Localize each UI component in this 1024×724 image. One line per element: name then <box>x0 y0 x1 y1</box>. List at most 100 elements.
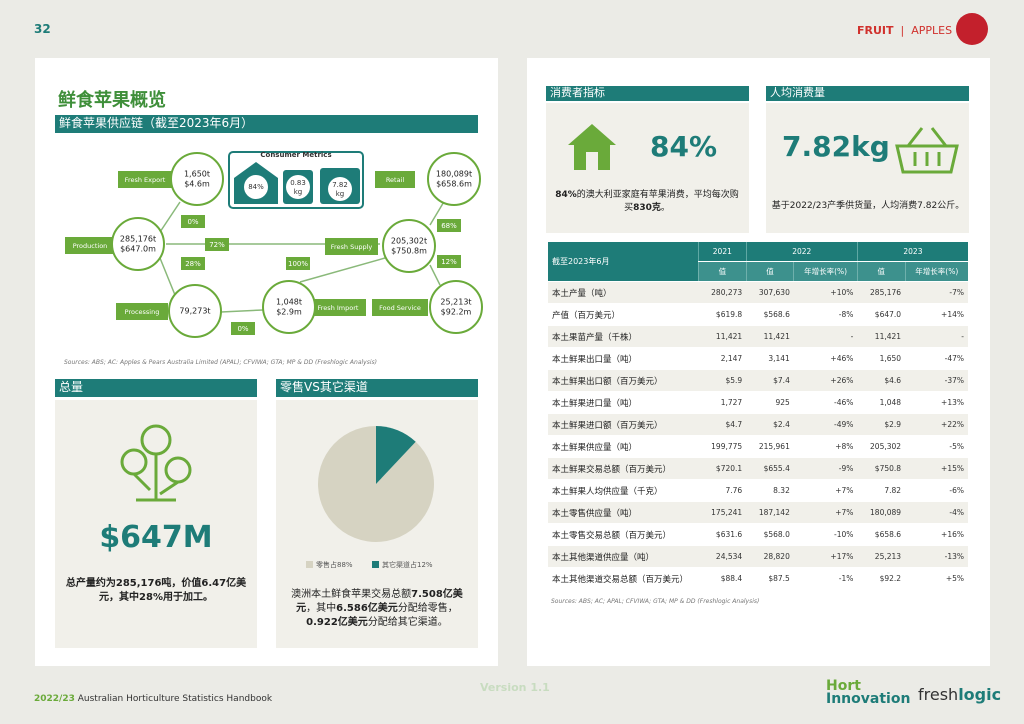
node-circle <box>427 152 481 206</box>
cell: -47% <box>905 347 968 370</box>
cell: $5.9 <box>698 369 747 392</box>
node-label: Processing <box>125 308 160 316</box>
table-row: 本土果苗产量（千株） 11,421 11,421-11,421- <box>548 325 968 348</box>
cell: $2.4 <box>746 413 794 436</box>
flow-label-box <box>437 219 461 232</box>
table-row: 本土鲜果进口额（百万美元） $4.7 $2.4 -49% $2.9 +22% <box>548 413 968 436</box>
node-label: Fresh Supply <box>331 243 373 251</box>
channels-text: 澳洲本土鲜食苹果交易总额7.508亿美元，其中6.586亿美元分配给零售， 0.9… <box>282 588 472 630</box>
cell: 11,421 <box>746 325 794 348</box>
cell: 7.82 <box>857 479 906 502</box>
logo-text: logic <box>958 685 1002 704</box>
node-circle <box>382 219 436 273</box>
metric-circle <box>328 177 352 201</box>
pie-slice <box>318 426 435 542</box>
node-label-box <box>118 171 172 188</box>
cell: - <box>793 325 858 348</box>
cell: $2.9 <box>857 413 906 436</box>
flow-line <box>159 257 176 296</box>
text: 用于加工。 <box>162 592 213 603</box>
cell: $631.6 <box>698 523 747 546</box>
metric: kg <box>294 188 303 196</box>
flow-label-box <box>437 255 461 268</box>
title: 鲜食苹果概览 <box>58 90 166 111</box>
table-row: 本土其他渠道供应量（吨） 24,534 28,820 +17% 25,213 -13% <box>548 545 968 568</box>
text: 0.922亿美元 <box>306 617 368 628</box>
node-label-box <box>65 237 115 254</box>
section-name: FRUIT <box>857 24 894 37</box>
node-value: 1,048t <box>276 298 302 307</box>
page-number: 32 <box>34 22 51 36</box>
table-row: 本土鲜果出口额（百万美元） $5.9 $7.4 +26% $4.6 -37% <box>548 369 968 392</box>
cell: $658.6 <box>857 523 906 546</box>
text: ，其中 <box>306 603 337 614</box>
cell: +10% <box>793 281 858 304</box>
node-value: $647.0m <box>120 245 156 254</box>
freshlogic-logo: freshlogic <box>918 685 1001 704</box>
flow-label: 0% <box>237 325 248 333</box>
cell: -1% <box>793 567 858 590</box>
year: 2023 <box>856 242 968 262</box>
text: 总产量约为285,176吨，价值6.47亿美元 <box>65 578 247 603</box>
cell: +22% <box>905 413 968 436</box>
apple-icon <box>956 13 988 45</box>
cell: -9% <box>793 457 858 480</box>
text: 6.586亿美元 <box>336 603 398 614</box>
cell: $619.8 <box>698 303 747 326</box>
node-value: $658.6m <box>436 180 472 189</box>
node-label-box <box>372 299 428 316</box>
metric: 84% <box>248 183 264 191</box>
flow-line <box>220 309 264 313</box>
cell: 3,141 <box>746 347 794 370</box>
subsection: APPLES <box>911 24 953 37</box>
pie-slice <box>376 426 416 484</box>
metric: 0.83 <box>290 179 306 187</box>
per-capita-value: 7.82kg <box>782 130 890 163</box>
cell: -13% <box>905 545 968 568</box>
text: 澳洲本土鲜食苹果交易总额 <box>291 589 412 600</box>
section: FRUIT | APPLES <box>857 24 953 37</box>
row-label: 本土鲜果进口额（百万美元） <box>548 413 699 436</box>
node-value: 1,650t <box>184 170 210 179</box>
node-value: 285,176t <box>120 235 156 244</box>
cell: 180,089 <box>857 501 906 524</box>
per-capita-box <box>766 103 969 233</box>
flow-label: 100% <box>288 260 308 268</box>
cell: 25,213 <box>857 545 906 568</box>
row-label: 本土鲜果出口量（吨） <box>548 347 699 370</box>
cell: -4% <box>905 501 968 524</box>
section-bar: 人均消费量 <box>766 86 969 101</box>
text: 。 <box>660 203 670 213</box>
cell: +17% <box>793 545 858 568</box>
legend-label: 其它渠道占12% <box>382 560 433 569</box>
cell: +13% <box>905 391 968 414</box>
metrics-title: Consumer Metrics <box>260 151 331 159</box>
subheader: 年增长率(%) <box>904 261 968 282</box>
node-label-box <box>116 303 168 320</box>
cell: 307,630 <box>746 281 794 304</box>
table-row: 本土产量（吨） 280,273 307,630 +10% 285,176 -7% <box>548 281 968 304</box>
node-label-box <box>375 171 415 188</box>
row-label: 本土零售交易总额（百万美元） <box>548 523 699 546</box>
flow-label-box <box>181 257 205 270</box>
node-value: 25,213t <box>440 298 471 307</box>
metrics-box <box>228 151 364 209</box>
node-circle <box>429 280 483 334</box>
flow-label: 28% <box>185 260 201 268</box>
node-value: $4.6m <box>184 180 210 189</box>
node-circle <box>170 152 224 206</box>
text: 分配给零售， <box>397 603 458 614</box>
section-bar: 消费者指标 <box>546 86 749 101</box>
flow-lines <box>159 199 446 313</box>
cell: +46% <box>793 347 858 370</box>
total-text: 总产量约为285,176吨，价值6.47亿美元，其中28%用于加工。 <box>62 577 250 605</box>
consumer-value: 84% <box>650 130 718 163</box>
metric: kg <box>336 190 345 198</box>
cell: 11,421 <box>857 325 906 348</box>
node-value: 180,089t <box>436 170 472 179</box>
flow-label-box <box>231 322 255 335</box>
flow-label-box <box>205 238 229 251</box>
node-label: Fresh Export <box>125 176 166 184</box>
row-label: 产值（百万美元） <box>548 303 699 326</box>
